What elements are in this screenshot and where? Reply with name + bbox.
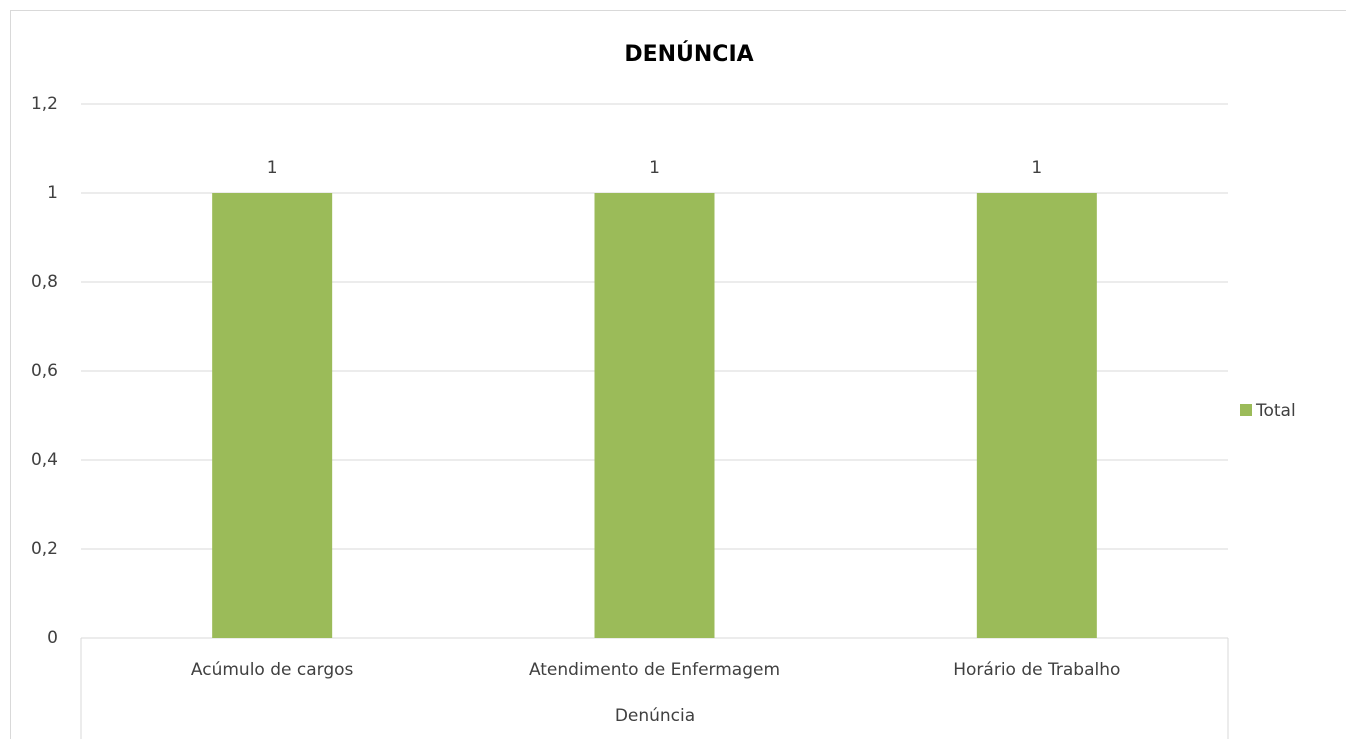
- data-label: 1: [1031, 158, 1042, 178]
- legend-label: Total: [1255, 401, 1296, 421]
- bar: [212, 193, 333, 638]
- y-tick-label: 1,2: [31, 94, 58, 114]
- y-tick-label: 0,8: [31, 272, 58, 292]
- data-label: 1: [649, 158, 660, 178]
- chart-title: DENÚNCIA: [624, 41, 753, 67]
- data-label: 1: [267, 158, 278, 178]
- y-tick-label: 0: [47, 628, 58, 648]
- x-axis-label: Denúncia: [615, 706, 695, 726]
- x-tick-label: Acúmulo de cargos: [191, 660, 354, 680]
- y-tick-label: 0,4: [31, 450, 58, 470]
- legend-swatch: [1240, 404, 1252, 416]
- y-tick-label: 0,6: [31, 361, 58, 381]
- bar: [594, 193, 715, 638]
- x-tick-label: Horário de Trabalho: [953, 660, 1120, 680]
- bar: [976, 193, 1097, 638]
- y-tick-label: 1: [47, 183, 58, 203]
- y-tick-label: 0,2: [31, 539, 58, 559]
- x-tick-label: Atendimento de Enfermagem: [529, 660, 780, 680]
